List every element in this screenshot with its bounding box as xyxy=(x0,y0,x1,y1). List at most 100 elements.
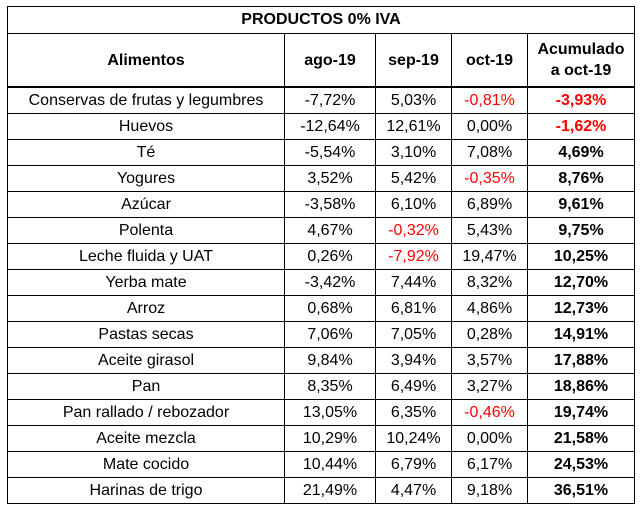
header-alimentos: Alimentos xyxy=(7,33,285,88)
cell-sep-19: 3,10% xyxy=(375,139,452,166)
cell-alimento: Huevos xyxy=(7,113,285,140)
cell-ago-19: 7,06% xyxy=(284,321,376,348)
cell-oct-19: 6,89% xyxy=(451,191,528,218)
cell-sep-19: 6,49% xyxy=(375,373,452,400)
table-row: Polenta 4,67% -0,32% 5,43% 9,75% xyxy=(7,217,635,244)
header-acumulado-line1: Acumulado xyxy=(537,41,625,58)
cell-alimento: Aceite girasol xyxy=(7,347,285,374)
cell-oct-19: 9,18% xyxy=(451,477,528,504)
header-ago-19: ago-19 xyxy=(284,33,376,88)
cell-sep-19: 6,79% xyxy=(375,451,452,478)
cell-sep-19: 4,47% xyxy=(375,477,452,504)
productos-table: PRODUCTOS 0% IVA Alimentos ago-19 sep-19… xyxy=(7,6,635,504)
table-row: Huevos -12,64% 12,61% 0,00% -1,62% xyxy=(7,113,635,140)
cell-acumulado: 4,69% xyxy=(527,139,635,166)
cell-ago-19: -3,58% xyxy=(284,191,376,218)
cell-sep-19: 6,10% xyxy=(375,191,452,218)
table-row: Pan rallado / rebozador 13,05% 6,35% -0,46%… xyxy=(7,399,635,426)
cell-ago-19: -12,64% xyxy=(284,113,376,140)
header-acumulado: Acumulado a oct-19 xyxy=(527,33,635,88)
header-sep-19: sep-19 xyxy=(375,33,452,88)
cell-oct-19: 8,32% xyxy=(451,269,528,296)
cell-alimento: Té xyxy=(7,139,285,166)
cell-sep-19: 6,81% xyxy=(375,295,452,322)
header-acumulado-line2: a oct-19 xyxy=(550,62,612,79)
cell-oct-19: 6,17% xyxy=(451,451,528,478)
cell-ago-19: -7,72% xyxy=(284,86,376,114)
cell-alimento: Yerba mate xyxy=(7,269,285,296)
price-table-container: PRODUCTOS 0% IVA Alimentos ago-19 sep-19… xyxy=(7,6,635,504)
cell-sep-19: -0,32% xyxy=(375,217,452,244)
cell-sep-19: 5,03% xyxy=(375,86,452,114)
cell-oct-19: 0,00% xyxy=(451,113,528,140)
table-row: Pan 8,35% 6,49% 3,27% 18,86% xyxy=(7,373,635,400)
cell-ago-19: 10,29% xyxy=(284,425,376,452)
cell-acumulado: 8,76% xyxy=(527,165,635,192)
table-row: Yogures 3,52% 5,42% -0,35% 8,76% xyxy=(7,165,635,192)
cell-acumulado: 36,51% xyxy=(527,477,635,504)
cell-ago-19: 0,26% xyxy=(284,243,376,270)
cell-alimento: Azúcar xyxy=(7,191,285,218)
cell-alimento: Mate cocido xyxy=(7,451,285,478)
cell-acumulado: 21,58% xyxy=(527,425,635,452)
cell-alimento: Pan rallado / rebozador xyxy=(7,399,285,426)
cell-ago-19: 9,84% xyxy=(284,347,376,374)
table-body: Conservas de frutas y legumbres -7,72% 5,0… xyxy=(7,86,635,504)
cell-ago-19: -5,54% xyxy=(284,139,376,166)
cell-alimento: Yogures xyxy=(7,165,285,192)
cell-acumulado: 18,86% xyxy=(527,373,635,400)
cell-oct-19: 19,47% xyxy=(451,243,528,270)
cell-ago-19: 13,05% xyxy=(284,399,376,426)
cell-oct-19: 3,27% xyxy=(451,373,528,400)
table-row: Aceite girasol 9,84% 3,94% 3,57% 17,88% xyxy=(7,347,635,374)
cell-ago-19: 8,35% xyxy=(284,373,376,400)
cell-oct-19: 5,43% xyxy=(451,217,528,244)
cell-acumulado: 12,73% xyxy=(527,295,635,322)
cell-alimento: Arroz xyxy=(7,295,285,322)
cell-ago-19: 4,67% xyxy=(284,217,376,244)
cell-sep-19: -7,92% xyxy=(375,243,452,270)
cell-sep-19: 7,44% xyxy=(375,269,452,296)
table-row: Pastas secas 7,06% 7,05% 0,28% 14,91% xyxy=(7,321,635,348)
table-row: Azúcar -3,58% 6,10% 6,89% 9,61% xyxy=(7,191,635,218)
cell-acumulado: 14,91% xyxy=(527,321,635,348)
table-row: Arroz 0,68% 6,81% 4,86% 12,73% xyxy=(7,295,635,322)
cell-alimento: Pastas secas xyxy=(7,321,285,348)
table-row: Harinas de trigo 21,49% 4,47% 9,18% 36,51% xyxy=(7,477,635,504)
table-row: Mate cocido 10,44% 6,79% 6,17% 24,53% xyxy=(7,451,635,478)
cell-acumulado: -1,62% xyxy=(527,113,635,140)
cell-acumulado: 12,70% xyxy=(527,269,635,296)
cell-oct-19: 4,86% xyxy=(451,295,528,322)
cell-oct-19: -0,81% xyxy=(451,86,528,114)
cell-acumulado: 24,53% xyxy=(527,451,635,478)
cell-oct-19: 3,57% xyxy=(451,347,528,374)
cell-alimento: Leche fluida y UAT xyxy=(7,243,285,270)
cell-acumulado: 10,25% xyxy=(527,243,635,270)
cell-oct-19: -0,46% xyxy=(451,399,528,426)
table-title: PRODUCTOS 0% IVA xyxy=(7,6,635,34)
cell-oct-19: -0,35% xyxy=(451,165,528,192)
cell-alimento: Conservas de frutas y legumbres xyxy=(7,86,285,114)
header-oct-19: oct-19 xyxy=(451,33,528,88)
cell-ago-19: 0,68% xyxy=(284,295,376,322)
title-row: PRODUCTOS 0% IVA xyxy=(7,6,635,34)
cell-ago-19: 21,49% xyxy=(284,477,376,504)
table-row: Leche fluida y UAT 0,26% -7,92% 19,47% 10,25… xyxy=(7,243,635,270)
cell-alimento: Polenta xyxy=(7,217,285,244)
header-row: Alimentos ago-19 sep-19 oct-19 Acumulado… xyxy=(7,33,635,88)
cell-sep-19: 6,35% xyxy=(375,399,452,426)
cell-alimento: Harinas de trigo xyxy=(7,477,285,504)
cell-ago-19: -3,42% xyxy=(284,269,376,296)
cell-acumulado: -3,93% xyxy=(527,86,635,114)
cell-sep-19: 7,05% xyxy=(375,321,452,348)
cell-ago-19: 10,44% xyxy=(284,451,376,478)
cell-oct-19: 0,00% xyxy=(451,425,528,452)
table-row: Conservas de frutas y legumbres -7,72% 5,0… xyxy=(7,86,635,114)
cell-sep-19: 10,24% xyxy=(375,425,452,452)
table-row: Té -5,54% 3,10% 7,08% 4,69% xyxy=(7,139,635,166)
cell-acumulado: 9,61% xyxy=(527,191,635,218)
cell-acumulado: 9,75% xyxy=(527,217,635,244)
cell-alimento: Pan xyxy=(7,373,285,400)
cell-ago-19: 3,52% xyxy=(284,165,376,192)
cell-acumulado: 19,74% xyxy=(527,399,635,426)
